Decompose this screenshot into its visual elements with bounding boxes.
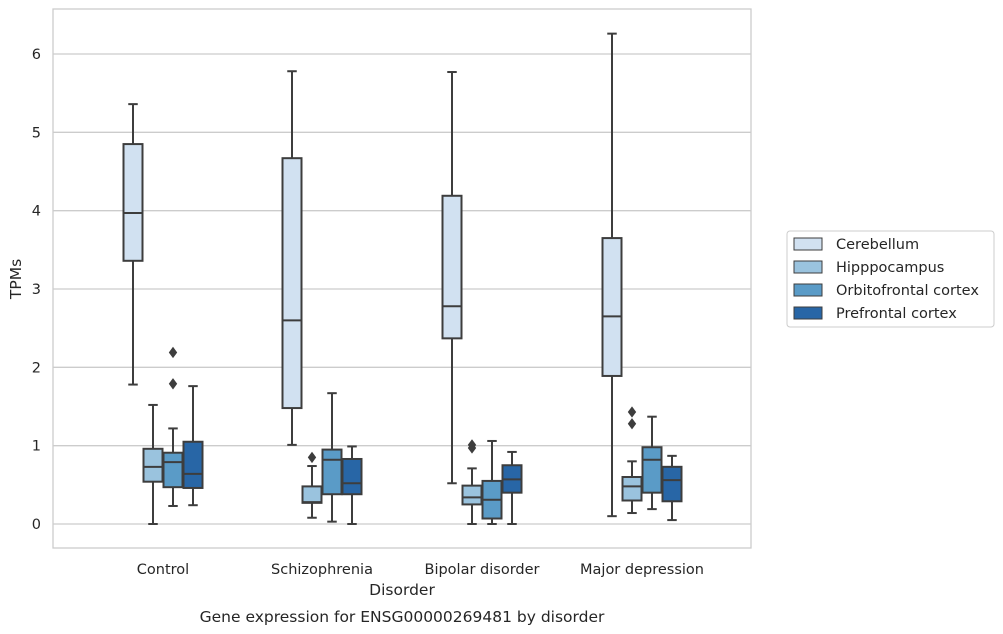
box-prefrontal-cortex-control (182, 385, 204, 507)
outlier-marker (467, 439, 477, 451)
box-iqr (162, 451, 184, 489)
box-prefrontal-cortex-major-depression (661, 454, 683, 522)
chart-caption: Gene expression for ENSG00000269481 by d… (200, 608, 605, 626)
box-cerebellum-control (122, 103, 144, 386)
box-iqr (301, 485, 323, 504)
outlier-marker (168, 346, 178, 359)
box-hipppocampus-major-depression (621, 406, 643, 515)
y-tick-label: 3 (32, 282, 41, 298)
x-tick-label: Schizophrenia (271, 562, 373, 578)
x-axis-label: Disorder (369, 581, 435, 599)
outlier-marker (627, 418, 637, 430)
y-tick-label: 2 (32, 360, 41, 376)
y-tick-label: 0 (32, 517, 41, 533)
box-hipppocampus-schizophrenia (301, 451, 323, 519)
legend: Cerebellum Hipppocampus Orbitofrontal cort… (786, 230, 995, 328)
box-orbitofrontal-cortex-schizophrenia (321, 392, 343, 523)
box-iqr (122, 143, 144, 262)
box-iqr (461, 484, 483, 506)
gridlines (53, 53, 751, 525)
legend-swatch (793, 283, 823, 297)
box-orbitofrontal-cortex-major-depression (641, 415, 663, 511)
legend-swatch (793, 237, 823, 251)
y-tick-label: 5 (32, 125, 41, 141)
legend-item-label: Orbitofrontal cortex (836, 283, 979, 299)
y-tick-label: 1 (32, 439, 41, 455)
box-prefrontal-cortex-schizophrenia (341, 445, 363, 525)
y-axis-ticks: 0 1 2 3 4 5 6 (32, 47, 41, 533)
box-hipppocampus-bipolar-disorder (461, 439, 483, 525)
box-cerebellum-schizophrenia (281, 70, 303, 446)
box-iqr (641, 446, 663, 494)
outlier-marker (307, 451, 317, 464)
legend-swatch (793, 306, 823, 320)
box-iqr (601, 237, 623, 377)
outlier-marker (627, 406, 637, 418)
legend-item-label: Cerebellum (836, 237, 919, 253)
legend-item-label: Hipppocampus (836, 260, 944, 276)
x-tick-label: Bipolar disorder (425, 562, 540, 578)
box-cerebellum-bipolar-disorder (441, 71, 463, 485)
box-iqr (661, 465, 683, 503)
box-plot-area (122, 32, 683, 525)
box-orbitofrontal-cortex-control (162, 346, 184, 507)
legend-frame (786, 230, 995, 328)
box-orbitofrontal-cortex-bipolar-disorder (481, 439, 503, 525)
box-iqr (182, 440, 204, 489)
y-tick-label: 4 (32, 204, 41, 220)
legend-swatch (793, 260, 823, 274)
box-prefrontal-cortex-bipolar-disorder (501, 450, 523, 525)
box-iqr (441, 194, 463, 340)
box-iqr (321, 448, 343, 496)
x-tick-label: Control (137, 562, 189, 578)
x-axis-ticks: Control Schizophrenia Bipolar disorder Majo… (137, 562, 704, 578)
box-iqr (281, 157, 303, 410)
box-iqr (621, 476, 643, 502)
y-tick-label: 6 (32, 47, 41, 63)
x-tick-label: Major depression (580, 562, 704, 578)
box-iqr (142, 447, 164, 483)
box-hipppocampus-control (142, 403, 164, 525)
outlier-marker (168, 378, 178, 390)
box-cerebellum-major-depression (601, 32, 623, 518)
plot-frame (52, 8, 752, 549)
box-iqr (341, 457, 363, 496)
y-axis-label: TPMs (7, 259, 25, 300)
legend-item-label: Prefrontal cortex (836, 306, 957, 322)
